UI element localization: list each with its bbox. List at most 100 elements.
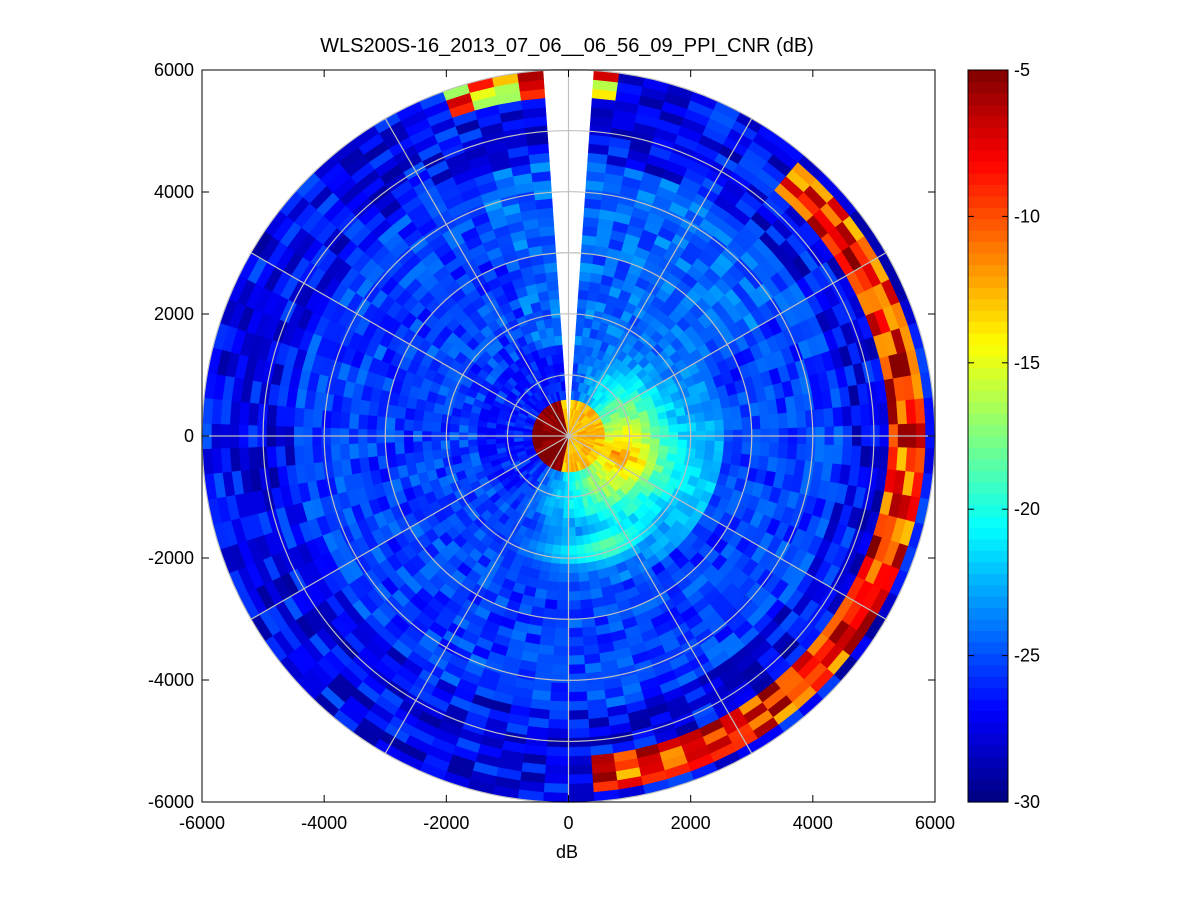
- colorbar-cell: [968, 70, 1008, 83]
- colorbar-cell: [968, 230, 1008, 243]
- heatmap-cell: [686, 439, 698, 450]
- heatmap-cell: [777, 443, 789, 460]
- heatmap-cell: [557, 572, 569, 583]
- heatmap-cell: [568, 737, 591, 748]
- colorbar-cell: [968, 527, 1008, 540]
- heatmap-cell: [577, 562, 588, 574]
- heatmap-cell: [568, 609, 582, 620]
- colorbar-cell: [968, 596, 1008, 609]
- colorbar-cell: [968, 344, 1008, 357]
- heatmap-cell: [568, 499, 574, 510]
- heatmap-cell: [741, 416, 752, 431]
- heatmap-cell: [439, 422, 451, 433]
- heatmap-cell: [579, 262, 594, 274]
- heatmap-cell: [311, 408, 323, 428]
- colorbar-cell: [968, 333, 1008, 346]
- heatmap-cell: [430, 421, 442, 432]
- heatmap-cell: [768, 413, 780, 430]
- heatmap-cell: [579, 598, 594, 610]
- heatmap-cell: [568, 508, 575, 519]
- heatmap-cell: [458, 439, 469, 448]
- y-tick-label: 4000: [154, 182, 194, 202]
- heatmap-cell: [823, 407, 835, 428]
- colorbar-cell: [968, 367, 1008, 380]
- heatmap-cell: [631, 428, 643, 435]
- heatmap-cell: [554, 618, 569, 629]
- heatmap-cell: [403, 441, 414, 454]
- heatmap-cell: [568, 627, 583, 638]
- colorbar-cell: [968, 390, 1008, 403]
- heatmap-cell: [583, 543, 594, 555]
- heatmap-cell: [413, 450, 425, 464]
- colorbar-cell: [968, 447, 1008, 460]
- heatmap-cell: [568, 527, 576, 538]
- heatmap-cell: [545, 271, 558, 283]
- x-tick-label: 2000: [671, 813, 711, 833]
- heatmap-cell: [795, 410, 807, 429]
- heatmap-cell: [394, 417, 405, 431]
- colorbar-cell: [968, 161, 1008, 174]
- colorbar-cell: [968, 699, 1008, 712]
- heatmap-cell: [375, 442, 387, 457]
- colorbar-cell: [968, 790, 1008, 803]
- x-tick-label: 0: [563, 813, 573, 833]
- heatmap-cell: [568, 581, 580, 593]
- colorbar-tick-label: -5: [1014, 60, 1030, 80]
- heatmap-cell: [556, 591, 569, 602]
- plot-area: -6000 -4000 -2000 0 2000 4000 6000 6000 4000 200…: [148, 60, 955, 833]
- heatmap-cell: [713, 440, 725, 453]
- colorbar-cell: [968, 81, 1008, 94]
- heatmap-cell: [658, 418, 670, 427]
- heatmap-cell: [568, 636, 584, 648]
- heatmap-cell: [550, 682, 569, 693]
- heatmap-cell: [403, 418, 414, 431]
- radial-spoke: [250, 435, 569, 620]
- heatmap-cell: [841, 445, 853, 467]
- colorbar-cell: [968, 550, 1008, 563]
- heatmap-cell: [546, 580, 559, 592]
- colorbar-cell: [968, 538, 1008, 551]
- heatmap-cell: [814, 444, 826, 464]
- y-axis-ticks: 6000 4000 2000 0 -2000 -4000 -6000: [148, 60, 935, 812]
- heatmap-cell: [552, 645, 569, 657]
- heatmap-cell: [759, 442, 771, 458]
- heatmap-cell: [421, 440, 433, 452]
- heatmap-cell: [686, 422, 698, 433]
- heatmap-cell: [421, 420, 433, 432]
- heatmap-cell: [549, 562, 560, 574]
- colorbar-cell: [968, 458, 1008, 471]
- colorbar-cell: [968, 138, 1008, 151]
- colorbar-cell: [968, 218, 1008, 231]
- heatmap-cell: [545, 746, 569, 758]
- heatmap-cell: [723, 418, 734, 431]
- heatmap-cell: [568, 536, 577, 547]
- heatmap-cell: [545, 589, 558, 601]
- colorbar-cell: [968, 413, 1008, 426]
- heatmap-cell: [302, 444, 314, 465]
- heatmap-cell: [568, 554, 578, 565]
- heatmap-cell: [568, 655, 585, 666]
- heatmap-cell: [685, 413, 697, 424]
- heatmap-cell: [832, 406, 844, 428]
- colorbar-cell: [968, 287, 1008, 300]
- heatmap-cell: [568, 563, 579, 574]
- heatmap-cell: [375, 415, 387, 430]
- heatmap-cell: [568, 773, 594, 785]
- heatmap-cell: [339, 443, 351, 461]
- heatmap-cell: [552, 655, 569, 666]
- colorbar-cell: [968, 104, 1008, 117]
- heatmap-cell: [694, 411, 706, 423]
- heatmap-cell: [547, 571, 560, 583]
- heatmap-cell: [561, 517, 569, 528]
- heatmap-cell: [265, 445, 278, 468]
- heatmap-cell: [868, 446, 881, 469]
- heatmap-cell: [850, 405, 862, 427]
- heatmap-cell: [467, 438, 478, 447]
- heatmap-cell: [555, 344, 564, 355]
- colorbar-tick-label: -25: [1014, 646, 1040, 666]
- heatmap-cell: [284, 405, 296, 427]
- colorbar-cell: [968, 92, 1008, 105]
- colorbar-tick-label: -30: [1014, 792, 1040, 812]
- colorbar-cell: [968, 172, 1008, 185]
